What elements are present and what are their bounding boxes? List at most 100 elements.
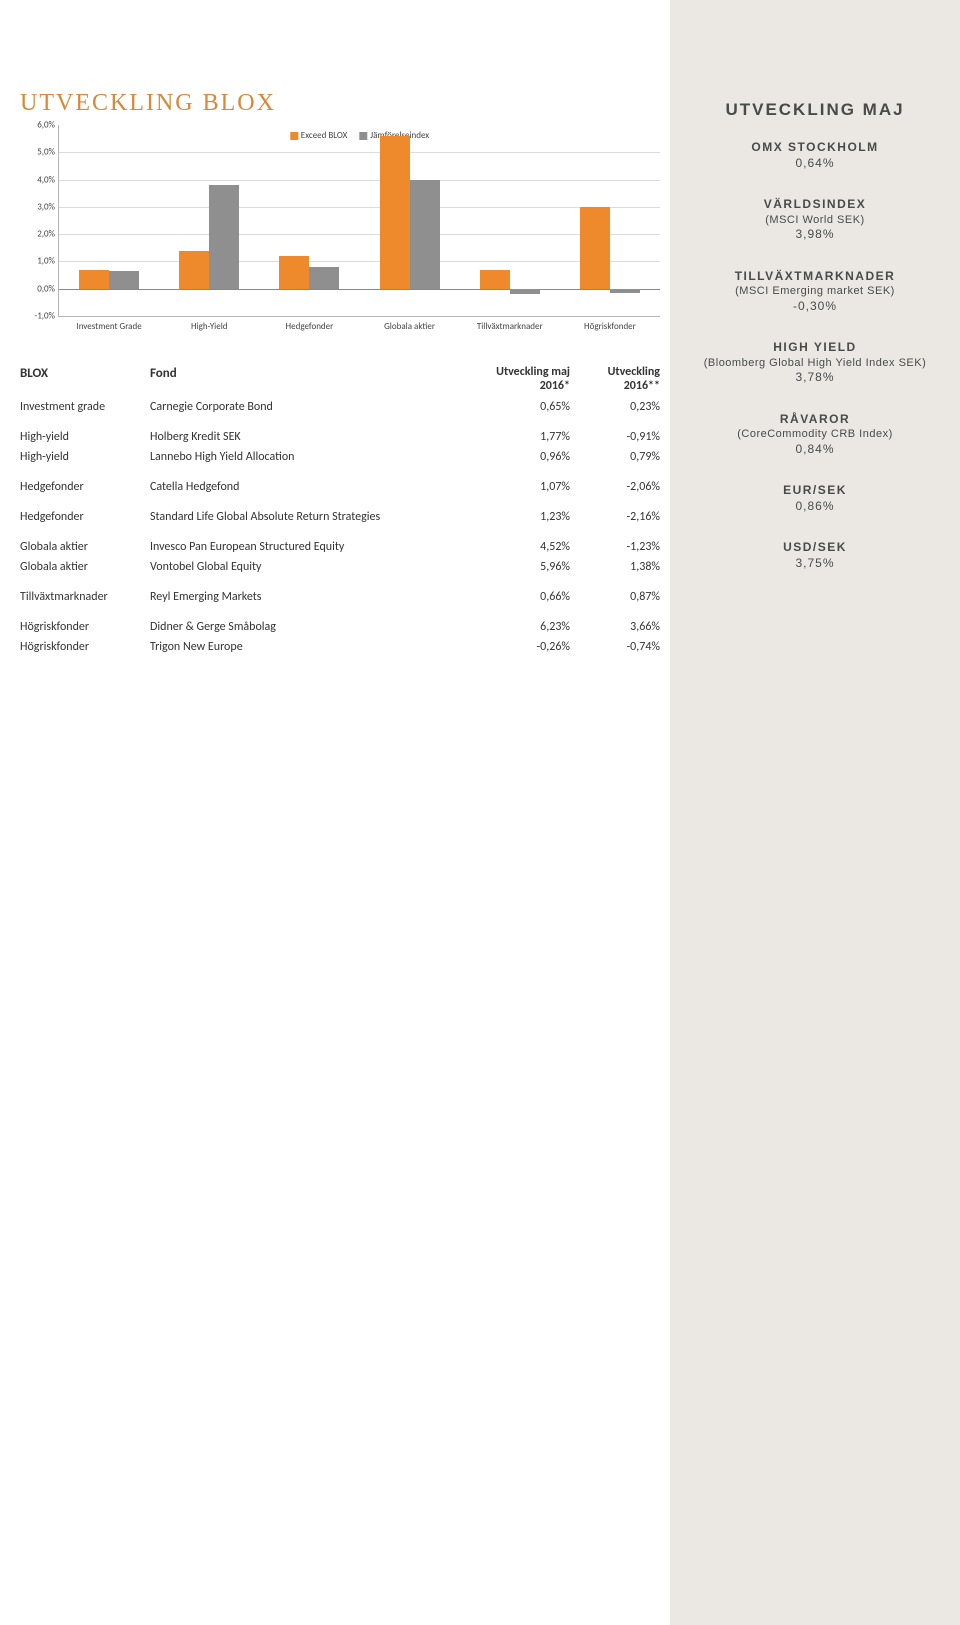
cell-val2: 0,87%	[570, 590, 660, 604]
cell-val2: -0,74%	[570, 640, 660, 654]
sidebar-block-sub: (MSCI World SEK)	[680, 213, 950, 227]
table-row: HedgefonderStandard Life Global Absolute…	[20, 507, 660, 527]
chart-bar	[109, 271, 139, 289]
sidebar-block: TILLVÄXTMARKNADER(MSCI Emerging market S…	[680, 269, 950, 314]
cell-fond: Lannebo High Yield Allocation	[150, 450, 470, 464]
legend-item-1: Exceed BLOX	[290, 130, 347, 141]
cell-fond: Trigon New Europe	[150, 640, 470, 654]
table-row: Investment gradeCarnegie Corporate Bond0…	[20, 397, 660, 417]
table-group-spacer	[20, 497, 660, 507]
table-group-spacer	[20, 467, 660, 477]
gridline	[59, 207, 660, 208]
cell-blox: Globala aktier	[20, 540, 150, 554]
cell-val1: 4,52%	[470, 540, 570, 554]
cell-val2: 0,23%	[570, 400, 660, 414]
y-tick-label: 4,0%	[21, 174, 55, 185]
cell-val2: 1,38%	[570, 560, 660, 574]
sidebar-block-label: OMX STOCKHOLM	[680, 140, 950, 156]
chart-bar	[380, 136, 410, 289]
table-row: HögriskfonderTrigon New Europe-0,26%-0,7…	[20, 637, 660, 657]
sidebar-block-sub: (CoreCommodity CRB Index)	[680, 427, 950, 441]
gridline	[59, 234, 660, 235]
cell-blox: Högriskfonder	[20, 640, 150, 654]
cell-fond: Standard Life Global Absolute Return Str…	[150, 510, 470, 524]
y-tick-label: -1,0%	[21, 311, 55, 322]
cell-val1: 1,77%	[470, 430, 570, 444]
legend-label-1: Exceed BLOX	[301, 130, 347, 141]
sidebar-block-value: 3,75%	[680, 556, 950, 572]
chart-bar	[510, 289, 540, 294]
x-category-label: Tillväxtmarknader	[477, 321, 543, 332]
sidebar-panel: UTVECKLING MAJ OMX STOCKHOLM0,64%VÄRLDSI…	[670, 0, 960, 1625]
chart-bar	[610, 289, 640, 293]
gridline	[59, 152, 660, 153]
cell-val1: 1,07%	[470, 480, 570, 494]
cell-blox: Hedgefonder	[20, 480, 150, 494]
table-row: TillväxtmarknaderReyl Emerging Markets0,…	[20, 587, 660, 607]
table-group-spacer	[20, 607, 660, 617]
th-v2: Utveckling 2016**	[570, 366, 660, 394]
table-group-spacer	[20, 577, 660, 587]
table-row: High-yieldLannebo High Yield Allocation 0…	[20, 447, 660, 467]
cell-val2: -2,16%	[570, 510, 660, 524]
chart-bar	[279, 256, 309, 289]
cell-blox: High-yield	[20, 430, 150, 444]
sidebar-block-value: 0,86%	[680, 499, 950, 515]
sidebar-block-label: HIGH YIELD	[680, 340, 950, 356]
chart-title: UTVECKLING BLOX	[20, 90, 660, 117]
table-row: Globala aktierInvesco Pan European Struc…	[20, 537, 660, 557]
sidebar-title: UTVECKLING MAJ	[680, 100, 950, 120]
cell-val1: 0,65%	[470, 400, 570, 414]
x-category-label: High-Yield	[191, 321, 228, 332]
cell-val2: -0,91%	[570, 430, 660, 444]
sidebar-block: USD/SEK3,75%	[680, 540, 950, 571]
x-category-label: Högriskfonder	[584, 321, 636, 332]
cell-val1: 0,66%	[470, 590, 570, 604]
fund-table: BLOX Fond Utveckling maj 2016* Utvecklin…	[20, 363, 660, 657]
sidebar-block-sub: (MSCI Emerging market SEK)	[680, 284, 950, 298]
table-header-row: BLOX Fond Utveckling maj 2016* Utvecklin…	[20, 363, 660, 397]
sidebar-block-label: VÄRLDSINDEX	[680, 197, 950, 213]
chart-bar	[410, 180, 440, 289]
cell-val2: -2,06%	[570, 480, 660, 494]
y-tick-label: 5,0%	[21, 147, 55, 158]
table-row: HögriskfonderDidner & Gerge Småbolag6,23…	[20, 617, 660, 637]
x-category-label: Investment Grade	[76, 321, 141, 332]
sidebar-block-value: -0,30%	[680, 299, 950, 315]
cell-val1: 6,23%	[470, 620, 570, 634]
sidebar-block-sub: (Bloomberg Global High Yield Index SEK)	[680, 356, 950, 370]
sidebar-block-value: 3,98%	[680, 227, 950, 243]
y-tick-label: 0,0%	[21, 283, 55, 294]
legend-swatch-1	[290, 132, 298, 140]
y-tick-label: 1,0%	[21, 256, 55, 267]
sidebar-block: RÅVAROR(CoreCommodity CRB Index)0,84%	[680, 412, 950, 457]
cell-blox: Hedgefonder	[20, 510, 150, 524]
table-group-spacer	[20, 417, 660, 427]
cell-val2: 0,79%	[570, 450, 660, 464]
chart-bar	[480, 270, 510, 289]
cell-blox: Högriskfonder	[20, 620, 150, 634]
sidebar-block-value: 3,78%	[680, 370, 950, 386]
bar-chart: Exceed BLOX Jämförelseindex -1,0%0,0%1,0…	[20, 125, 660, 335]
cell-fond: Catella Hedgefond	[150, 480, 470, 494]
cell-blox: Tillväxtmarknader	[20, 590, 150, 604]
cell-fond: Vontobel Global Equity	[150, 560, 470, 574]
chart-bar	[209, 185, 239, 289]
table-row: HedgefonderCatella Hedgefond1,07%-2,06%	[20, 477, 660, 497]
sidebar-block: HIGH YIELD(Bloomberg Global High Yield I…	[680, 340, 950, 385]
chart-bar	[79, 270, 109, 289]
x-category-label: Hedgefonder	[286, 321, 334, 332]
table-group-spacer	[20, 527, 660, 537]
sidebar-block: EUR/SEK0,86%	[680, 483, 950, 514]
y-tick-label: 3,0%	[21, 201, 55, 212]
sidebar-block-label: EUR/SEK	[680, 483, 950, 499]
cell-val1: 5,96%	[470, 560, 570, 574]
cell-blox: High-yield	[20, 450, 150, 464]
cell-fond: Reyl Emerging Markets	[150, 590, 470, 604]
chart-bar	[179, 251, 209, 289]
sidebar-block-label: USD/SEK	[680, 540, 950, 556]
cell-fond: Holberg Kredit SEK	[150, 430, 470, 444]
y-tick-label: 6,0%	[21, 120, 55, 131]
cell-val2: -1,23%	[570, 540, 660, 554]
cell-val2: 3,66%	[570, 620, 660, 634]
